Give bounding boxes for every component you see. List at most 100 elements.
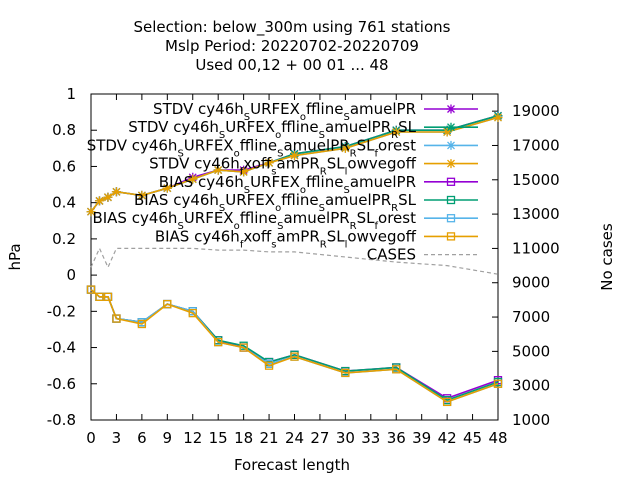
- data-point: [214, 337, 223, 347]
- data-point: [94, 196, 104, 206]
- y-tick-label: 0.6: [52, 157, 76, 175]
- legend-marker: [446, 214, 456, 223]
- data-point: [442, 397, 452, 407]
- legend-label: BIAS cy46hSURFEXofflineSamuelPRRSL: [134, 191, 417, 214]
- y-tick-label: -0.6: [47, 375, 76, 393]
- y2-tick-label: 5000: [512, 342, 550, 360]
- legend-label: STDV cy46hfxoffsamPRRSLlowvegoff: [149, 155, 417, 178]
- y2-tick-label: 15000: [512, 171, 560, 189]
- title-line-1: Selection: below_300m using 761 stations: [134, 18, 451, 37]
- series-bias-7: [86, 285, 503, 407]
- legend-entry: STDV cy46hfxoffsamPRRSLlowvegoff: [149, 155, 478, 178]
- legend-marker: [446, 104, 456, 114]
- legend-entry: CASES: [367, 246, 478, 264]
- y2-tick-label: 1000: [512, 411, 550, 429]
- legend-marker: [446, 232, 456, 241]
- x-tick-label: 15: [209, 429, 228, 447]
- y-tick-label: 0: [66, 266, 76, 284]
- data-point: [341, 368, 350, 378]
- data-point: [239, 167, 249, 177]
- data-point: [442, 127, 452, 137]
- series-line: [90, 288, 499, 403]
- data-point: [162, 183, 172, 193]
- x-tick-label: 6: [137, 429, 147, 447]
- x-tick-label: 45: [463, 429, 482, 447]
- x-tick-label: 33: [361, 429, 380, 447]
- data-point: [95, 292, 104, 301]
- y2-tick-label: 3000: [512, 377, 550, 395]
- x-tick-label: 3: [112, 429, 122, 447]
- x-tick-label: 39: [412, 429, 431, 447]
- data-point: [103, 192, 113, 202]
- data-point: [239, 343, 248, 352]
- x-tick-label: 30: [336, 429, 355, 447]
- x-tick-label: 42: [438, 429, 457, 447]
- y-axis: -0.8 -0.6 -0.4 -0.2 0 0.2 0.4 0.6 0.8 1: [47, 85, 97, 429]
- data-point: [103, 292, 113, 301]
- legend-label: BIAS cy46hSURFEXofflineSamuelPRRSLforest: [92, 209, 416, 232]
- cases-line: [90, 246, 499, 275]
- legend-label: CASES: [367, 246, 416, 264]
- y2-tick-label: 7000: [512, 308, 550, 326]
- series-line: [90, 288, 499, 401]
- data-point: [86, 285, 96, 294]
- y2-tick-label: 19000: [512, 102, 560, 120]
- legend-marker: [446, 159, 456, 169]
- x-tick-label: 18: [234, 429, 253, 447]
- legend-entry: BIAS cy46hSURFEXofflineSamuelPR: [159, 173, 478, 196]
- legend-entry: BIAS cy46hSURFEXofflineSamuelPRRSLforest: [92, 209, 478, 232]
- y2-axis-label: No cases: [598, 223, 616, 291]
- x-tick-label: 24: [285, 429, 304, 447]
- series-line: [90, 288, 499, 400]
- series-stdv-3: [86, 113, 503, 217]
- y-tick-label: 0.8: [52, 121, 76, 139]
- data-point: [86, 207, 96, 217]
- y2-tick-label: 17000: [512, 136, 560, 154]
- legend-entry: BIAS cy46hfxoffsamPRRSLlowvegoff: [155, 227, 478, 250]
- y-tick-label: 0.2: [52, 230, 76, 248]
- data-point: [290, 352, 299, 361]
- y2-axis: 1000 3000 5000 7000 9000 11000 13000 15000 17000…: [492, 102, 560, 429]
- x-axis-label: Forecast length: [234, 456, 350, 474]
- legend-marker: [446, 140, 456, 150]
- data-point: [391, 127, 401, 137]
- series-layer: [86, 111, 503, 407]
- data-point: [188, 308, 197, 318]
- series-bias-5: [86, 285, 503, 405]
- legend-label: STDV cy46hSURFEXofflineSamuelPRRSLforest: [87, 136, 416, 159]
- y-tick-label: -0.4: [47, 339, 76, 357]
- legend-label: STDV cy46hSURFEXofflineSamuelPRRSL: [128, 118, 416, 141]
- y-tick-label: 1: [66, 85, 76, 103]
- y-tick-label: 0.4: [52, 194, 76, 212]
- data-point: [264, 361, 274, 370]
- data-point: [137, 319, 147, 329]
- y2-tick-label: 13000: [512, 205, 560, 223]
- chart-title: Selection: below_300m using 761 stations…: [134, 18, 451, 74]
- series-line: [90, 288, 499, 403]
- legend-entry: STDV cy46hSURFEXofflineSamuelPRRSLforest: [87, 136, 478, 159]
- legend-marker: [446, 122, 456, 132]
- x-tick-label: 9: [163, 429, 173, 447]
- data-point: [392, 365, 401, 374]
- legend-entry: BIAS cy46hSURFEXofflineSamuelPRRSL: [134, 191, 478, 214]
- y-tick-label: -0.2: [47, 302, 76, 320]
- data-point: [111, 187, 121, 197]
- data-point: [188, 174, 198, 184]
- y2-tick-label: 11000: [512, 239, 560, 257]
- data-point: [213, 165, 223, 175]
- x-tick-label: 0: [86, 429, 96, 447]
- x-tick-label: 21: [260, 429, 279, 447]
- data-point: [340, 143, 350, 153]
- title-line-2: Mslp Period: 20220702-20220709: [165, 37, 419, 55]
- series-bias-6: [86, 285, 503, 407]
- legend-label: STDV cy46hSURFEXofflineSamuelPR: [153, 100, 416, 123]
- data-point: [493, 113, 503, 123]
- legend-label: BIAS cy46hSURFEXofflineSamuelPR: [159, 173, 416, 196]
- x-tick-label: 36: [387, 429, 406, 447]
- data-point: [290, 151, 299, 161]
- y-axis-label: hPa: [6, 243, 24, 270]
- legend-marker: [446, 195, 456, 205]
- x-tick-label: 48: [488, 429, 507, 447]
